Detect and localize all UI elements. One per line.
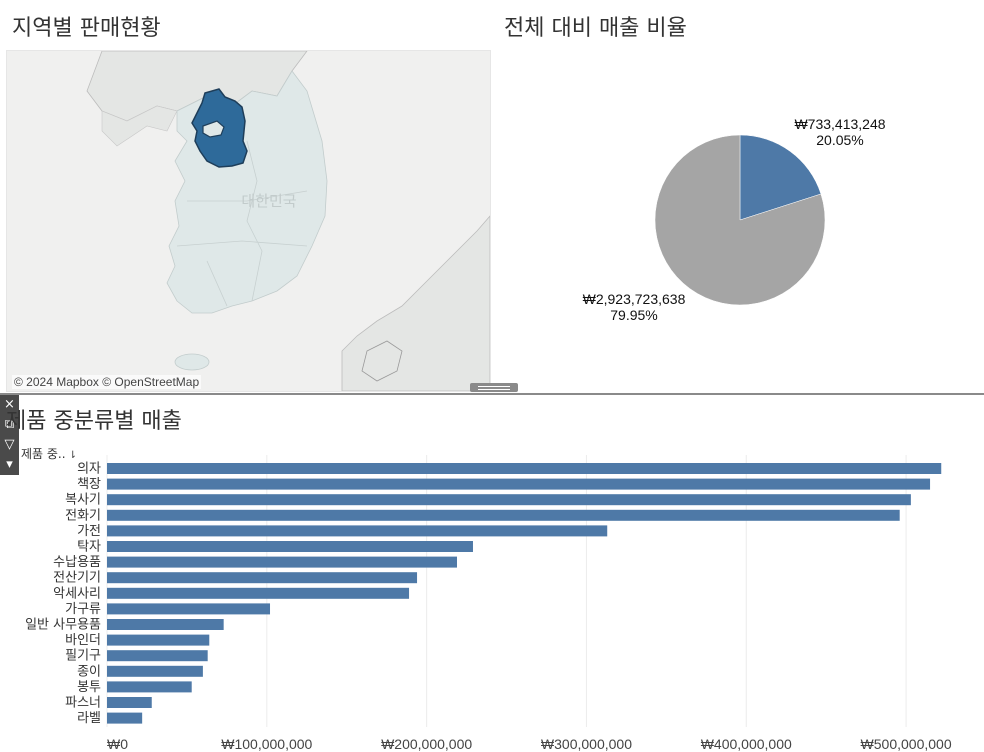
resize-handle[interactable] xyxy=(470,383,518,392)
category-label: 파스너 xyxy=(65,696,101,711)
region-map[interactable]: 대한민국 © 2024 Mapbox © OpenStreetMap xyxy=(6,50,491,392)
category-label: 종이 xyxy=(77,664,101,679)
category-label: 의자 xyxy=(77,462,101,477)
bar-header-label: 제품 중.. xyxy=(21,447,66,461)
category-label: 전화기 xyxy=(65,508,101,523)
bar[interactable] xyxy=(107,494,911,506)
pie-title: 전체 대비 매출 비율 xyxy=(504,16,687,41)
menu-icon[interactable]: ▾ xyxy=(6,457,13,472)
category-label: 전산기기 xyxy=(53,571,101,586)
panel-divider xyxy=(0,393,984,395)
bar[interactable] xyxy=(107,603,271,615)
popout-icon[interactable]: ⧉ xyxy=(4,417,15,432)
map-title: 지역별 판매현황 xyxy=(12,16,161,41)
category-label: 바인더 xyxy=(65,633,101,648)
bar-title: 제품 중분류별 매출 xyxy=(6,409,182,434)
bar[interactable] xyxy=(107,697,152,708)
pie-value-label-1: ₩2,923,723,638 xyxy=(582,291,686,307)
bar[interactable] xyxy=(107,587,410,599)
pie-value-label-0: ₩733,413,248 xyxy=(794,116,886,132)
province-borders xyxy=(176,140,308,307)
x-tick-label: ₩200,000,000 xyxy=(381,736,472,752)
bar[interactable] xyxy=(107,463,942,474)
bar[interactable] xyxy=(107,572,418,584)
pie-label-share: ₩733,413,248 20.05% xyxy=(778,116,902,148)
bar[interactable] xyxy=(107,525,608,537)
pie-label-rest: ₩2,923,723,638 79.95% xyxy=(572,291,696,323)
bar[interactable] xyxy=(107,634,210,646)
bar[interactable] xyxy=(107,650,208,662)
category-label: 수납용품 xyxy=(53,555,101,570)
category-label: 필기구 xyxy=(65,649,101,664)
x-tick-label: ₩500,000,000 xyxy=(861,736,952,752)
bar[interactable] xyxy=(107,665,203,677)
jeju-island xyxy=(174,353,210,371)
category-label: 봉투 xyxy=(77,680,101,695)
bar[interactable] xyxy=(107,478,931,490)
country-label: 대한민국 xyxy=(241,192,296,210)
bar[interactable] xyxy=(107,681,192,693)
category-label: 복사기 xyxy=(65,493,101,508)
bar[interactable] xyxy=(107,541,473,552)
x-tick-label: ₩300,000,000 xyxy=(541,736,632,752)
x-tick-label: ₩0 xyxy=(107,736,128,752)
pie-chart[interactable] xyxy=(500,50,984,390)
x-tick-label: ₩400,000,000 xyxy=(701,736,792,752)
sort-icon[interactable]: ⇂ xyxy=(68,450,77,461)
category-label: 탁자 xyxy=(77,540,101,555)
category-label: 가전 xyxy=(77,524,101,539)
bar[interactable] xyxy=(107,712,143,724)
map-attribution: © 2024 Mapbox © OpenStreetMap xyxy=(12,375,202,389)
category-label: 악세사리 xyxy=(53,586,101,601)
pie-percent-label-1: 79.95% xyxy=(610,307,658,323)
category-label: 가구류 xyxy=(65,602,101,617)
close-icon[interactable]: × xyxy=(4,397,15,412)
x-tick-label: ₩100,000,000 xyxy=(221,736,312,752)
bar[interactable] xyxy=(107,509,900,521)
west-coast xyxy=(101,105,178,147)
bar[interactable] xyxy=(107,619,224,630)
pie-chart-panel: ₩733,413,248 20.05% ₩2,923,723,638 79.95… xyxy=(500,50,984,390)
worksheet-toolbar: × ⧉ ▽ ▾ xyxy=(0,395,19,475)
map-canvas: 대한민국 xyxy=(86,51,490,391)
seoul-region xyxy=(202,120,225,138)
pie-percent-label-0: 20.05% xyxy=(816,132,864,148)
japan-west xyxy=(361,340,403,382)
category-label: 책장 xyxy=(77,477,101,492)
filter-icon[interactable]: ▽ xyxy=(4,437,15,452)
category-label: 일반 사무용품 xyxy=(25,618,101,633)
pie-slice-1[interactable] xyxy=(654,134,826,306)
bar[interactable] xyxy=(107,556,457,568)
bar-field-header[interactable]: 제품 중.. ⇂ xyxy=(21,445,77,462)
category-label: 라벨 xyxy=(77,711,101,726)
pie-slice-0[interactable] xyxy=(739,134,822,221)
